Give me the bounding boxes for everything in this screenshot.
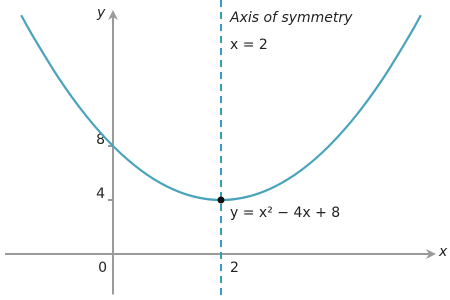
- y-tick-label: 8: [96, 132, 105, 148]
- vertex-point: [217, 196, 225, 204]
- x-tick-label: 0: [98, 260, 107, 276]
- x-tick-label: 2: [230, 260, 239, 276]
- x-axis-label: x: [438, 244, 448, 260]
- y-axis-label: y: [96, 5, 106, 21]
- y-tick-label: 4: [96, 186, 105, 202]
- annotation: Axis of symmetry: [229, 10, 353, 26]
- annotation: x = 2: [230, 37, 268, 53]
- equation-label: y = x² − 4x + 8: [230, 205, 340, 221]
